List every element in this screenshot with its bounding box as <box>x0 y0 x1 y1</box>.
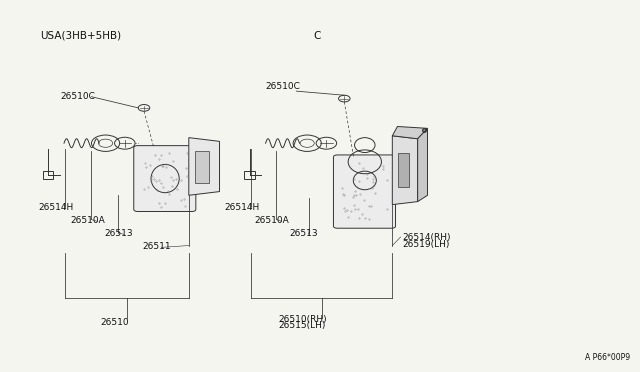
Text: 26510C: 26510C <box>266 82 300 91</box>
Bar <box>398 153 410 187</box>
Text: 26511: 26511 <box>142 242 171 251</box>
Polygon shape <box>392 126 428 139</box>
Text: USA(3HB+5HB): USA(3HB+5HB) <box>40 31 121 41</box>
Polygon shape <box>418 128 428 202</box>
Text: 26514(RH): 26514(RH) <box>402 233 451 242</box>
Text: 26513: 26513 <box>104 229 133 238</box>
Bar <box>244 171 255 179</box>
Text: 26519(LH): 26519(LH) <box>402 240 449 249</box>
FancyBboxPatch shape <box>134 145 196 211</box>
Text: 26515(LH): 26515(LH) <box>278 321 326 330</box>
Text: 26510A: 26510A <box>255 216 289 225</box>
Text: C: C <box>314 31 321 41</box>
Text: 26510: 26510 <box>100 318 129 327</box>
Text: 26514H: 26514H <box>38 203 74 212</box>
Text: 26510A: 26510A <box>70 216 105 225</box>
Bar <box>43 171 53 179</box>
Text: 26510C: 26510C <box>61 92 95 100</box>
Text: 26513: 26513 <box>289 229 318 238</box>
Text: 26510(RH): 26510(RH) <box>278 315 326 324</box>
Text: 26514H: 26514H <box>224 203 259 212</box>
Polygon shape <box>392 136 418 205</box>
Text: A P66*00P9: A P66*00P9 <box>585 353 630 362</box>
FancyBboxPatch shape <box>333 155 396 228</box>
Polygon shape <box>189 138 220 195</box>
Bar <box>195 151 209 183</box>
